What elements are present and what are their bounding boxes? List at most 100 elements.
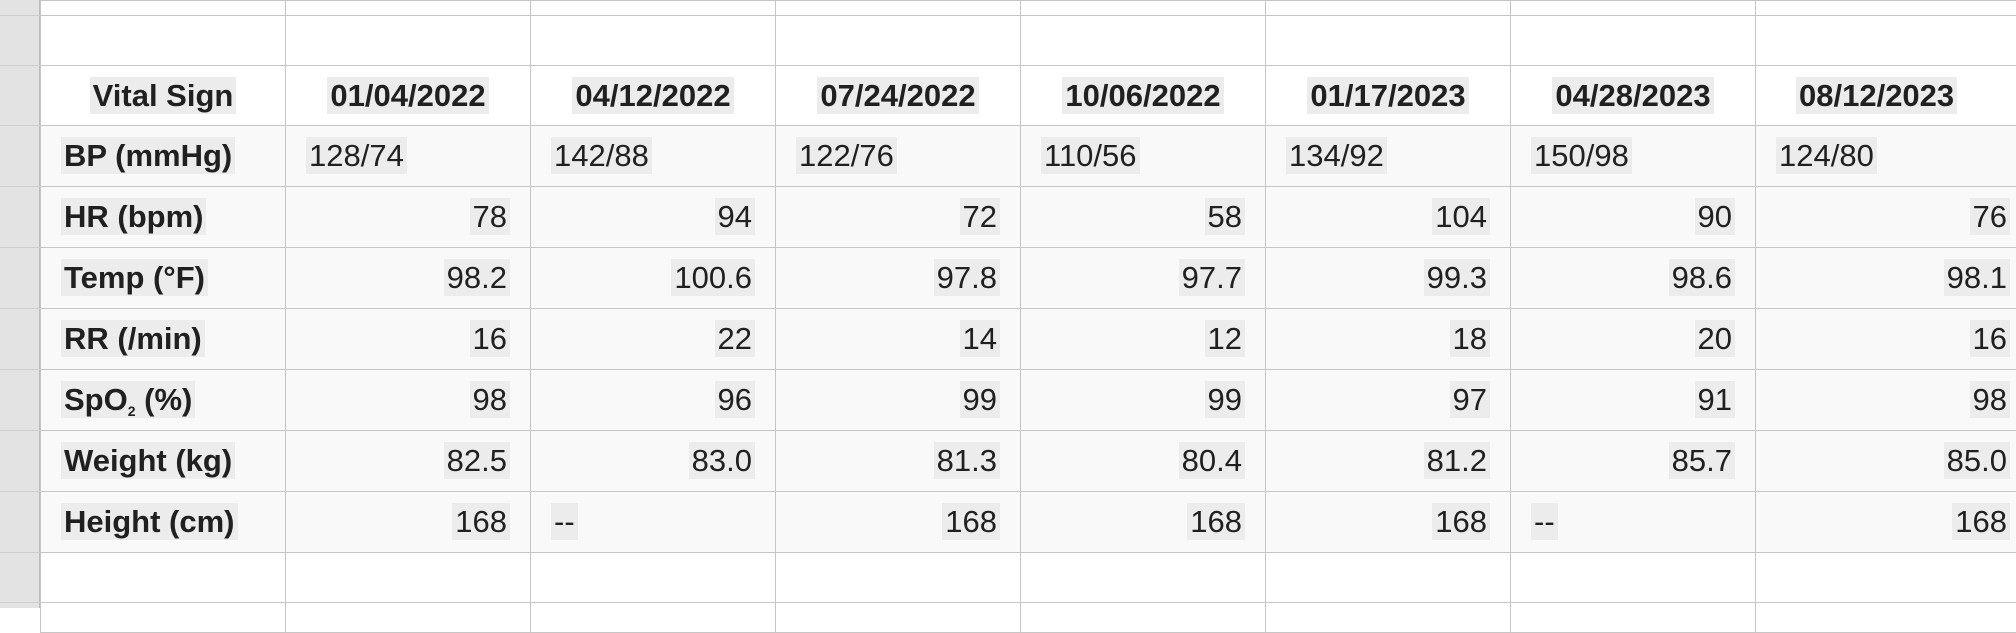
data-cell[interactable]: 100.6 (531, 248, 776, 309)
cell[interactable] (41, 16, 286, 66)
cell[interactable] (531, 16, 776, 66)
cell-value: 16 (1970, 320, 2010, 357)
cell[interactable] (1266, 1, 1511, 16)
row-header-gutter[interactable] (0, 0, 40, 608)
cell[interactable] (1021, 553, 1266, 603)
data-cell[interactable]: 168 (1756, 492, 2016, 553)
cell[interactable] (1511, 553, 1756, 603)
data-cell[interactable]: 122/76 (776, 126, 1021, 187)
cell[interactable] (531, 553, 776, 603)
data-cell[interactable]: 142/88 (531, 126, 776, 187)
data-cell[interactable]: 98.1 (1756, 248, 2016, 309)
cell[interactable] (1511, 1, 1756, 16)
data-cell[interactable]: 124/80 (1756, 126, 2016, 187)
cell[interactable] (41, 603, 286, 633)
data-cell[interactable]: 134/92 (1266, 126, 1511, 187)
cell[interactable] (1756, 603, 2016, 633)
data-cell[interactable]: 85.7 (1511, 431, 1756, 492)
data-cell[interactable]: 98.2 (286, 248, 531, 309)
cell[interactable] (1756, 1, 2016, 16)
cell[interactable] (1756, 16, 2016, 66)
cell[interactable] (41, 1, 286, 16)
data-cell[interactable]: 98.6 (1511, 248, 1756, 309)
date-header-cell[interactable]: 08/12/2023 (1756, 66, 2016, 126)
date-header-cell[interactable]: 07/24/2022 (776, 66, 1021, 126)
cell[interactable] (531, 603, 776, 633)
row-label-cell[interactable]: Height (cm) (41, 492, 286, 553)
data-cell[interactable]: 16 (1756, 309, 2016, 370)
data-cell[interactable]: 98 (1756, 370, 2016, 431)
data-cell[interactable]: 104 (1266, 187, 1511, 248)
data-cell[interactable]: 110/56 (1021, 126, 1266, 187)
data-cell[interactable]: 12 (1021, 309, 1266, 370)
cell[interactable] (1021, 16, 1266, 66)
data-cell[interactable]: 16 (286, 309, 531, 370)
data-cell[interactable]: 20 (1511, 309, 1756, 370)
data-cell[interactable]: 99 (776, 370, 1021, 431)
cell[interactable] (41, 553, 286, 603)
data-cell[interactable]: -- (531, 492, 776, 553)
cell[interactable] (776, 553, 1021, 603)
cell[interactable] (1266, 16, 1511, 66)
cell[interactable] (1266, 603, 1511, 633)
date-header-cell[interactable]: 04/28/2023 (1511, 66, 1756, 126)
date-header-cell[interactable]: 10/06/2022 (1021, 66, 1266, 126)
data-cell[interactable]: 168 (286, 492, 531, 553)
cell[interactable] (776, 16, 1021, 66)
data-cell[interactable]: 91 (1511, 370, 1756, 431)
date-header-cell[interactable]: 04/12/2022 (531, 66, 776, 126)
cell[interactable] (1266, 553, 1511, 603)
row-label-cell[interactable]: SpO2 (%) (41, 370, 286, 431)
row-label-cell[interactable]: BP (mmHg) (41, 126, 286, 187)
data-cell[interactable]: 58 (1021, 187, 1266, 248)
data-cell[interactable]: 90 (1511, 187, 1756, 248)
data-cell[interactable]: 150/98 (1511, 126, 1756, 187)
row-label-cell[interactable]: Temp (°F) (41, 248, 286, 309)
cell[interactable] (286, 1, 531, 16)
data-cell[interactable]: 80.4 (1021, 431, 1266, 492)
date-header-cell[interactable]: 01/17/2023 (1266, 66, 1511, 126)
data-cell[interactable]: 94 (531, 187, 776, 248)
data-cell[interactable]: 72 (776, 187, 1021, 248)
data-cell[interactable]: 97.8 (776, 248, 1021, 309)
data-cell[interactable]: 99 (1021, 370, 1266, 431)
cell[interactable] (286, 603, 531, 633)
data-cell[interactable]: 14 (776, 309, 1021, 370)
cell[interactable] (1021, 1, 1266, 16)
data-cell[interactable]: -- (1511, 492, 1756, 553)
data-cell[interactable]: 168 (1266, 492, 1511, 553)
data-cell[interactable]: 97.7 (1021, 248, 1266, 309)
cell[interactable] (1756, 553, 2016, 603)
data-cell[interactable]: 81.2 (1266, 431, 1511, 492)
data-cell[interactable]: 82.5 (286, 431, 531, 492)
cell[interactable] (286, 553, 531, 603)
cell[interactable] (286, 16, 531, 66)
data-cell[interactable]: 168 (1021, 492, 1266, 553)
cell[interactable] (1511, 16, 1756, 66)
data-cell[interactable]: 78 (286, 187, 531, 248)
data-cell[interactable]: 96 (531, 370, 776, 431)
data-cell[interactable]: 76 (1756, 187, 2016, 248)
data-cell[interactable]: 81.3 (776, 431, 1021, 492)
data-cell[interactable]: 168 (776, 492, 1021, 553)
data-cell[interactable]: 128/74 (286, 126, 531, 187)
date-header-cell[interactable]: 01/04/2022 (286, 66, 531, 126)
cell[interactable] (1021, 603, 1266, 633)
cell[interactable] (776, 603, 1021, 633)
data-cell[interactable]: 18 (1266, 309, 1511, 370)
data-cell[interactable]: 99.3 (1266, 248, 1511, 309)
header-cell[interactable]: Vital Sign (41, 66, 286, 126)
cell[interactable] (776, 1, 1021, 16)
row-label-cell[interactable]: RR (/min) (41, 309, 286, 370)
gutter-divider (0, 369, 40, 370)
data-cell[interactable]: 85.0 (1756, 431, 2016, 492)
data-cell[interactable]: 83.0 (531, 431, 776, 492)
cell-value: -- (551, 503, 578, 540)
data-cell[interactable]: 22 (531, 309, 776, 370)
row-label-cell[interactable]: HR (bpm) (41, 187, 286, 248)
data-cell[interactable]: 98 (286, 370, 531, 431)
data-cell[interactable]: 97 (1266, 370, 1511, 431)
cell[interactable] (531, 1, 776, 16)
row-label-cell[interactable]: Weight (kg) (41, 431, 286, 492)
cell[interactable] (1511, 603, 1756, 633)
